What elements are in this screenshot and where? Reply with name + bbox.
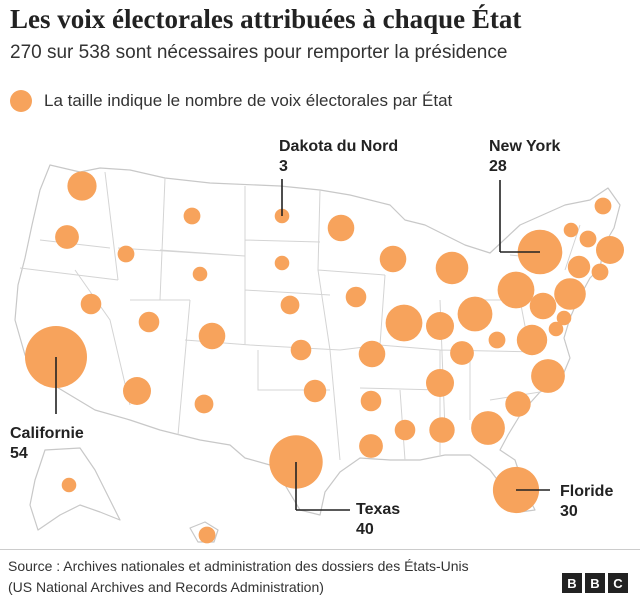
- callout-new-york-state: New York: [489, 138, 561, 155]
- bubble-maryland: [529, 292, 557, 320]
- bubble-utah: [138, 311, 160, 333]
- bubble-idaho: [117, 245, 135, 263]
- us-map: [14, 164, 624, 544]
- bubble-tennessee: [426, 369, 454, 397]
- source-line-1: Source : Archives nationales et administ…: [8, 558, 469, 574]
- callout-new-york: New York 28: [489, 137, 560, 177]
- callout-texas-votes: 40: [356, 521, 374, 538]
- bubble-ohio: [457, 296, 493, 332]
- callout-florida-votes: 30: [560, 503, 578, 520]
- bubble-pennsylvania: [497, 271, 535, 309]
- callout-california: Californie 54: [10, 424, 84, 464]
- bubble-hawaii: [198, 526, 216, 544]
- bubble-arkansas: [360, 390, 382, 412]
- bubble-connecticut: [567, 255, 591, 279]
- callout-north-dakota: Dakota du Nord 3: [279, 137, 398, 177]
- bubble-west-virginia: [488, 331, 506, 349]
- bbc-logo-letter: B: [585, 573, 605, 593]
- bubble-south-carolina: [505, 391, 531, 417]
- source-note: Source : Archives nationales et administ…: [8, 556, 469, 598]
- bubble-wisconsin: [379, 245, 407, 273]
- bubble-new-hampshire: [579, 230, 597, 248]
- bubble-wyoming: [192, 266, 208, 282]
- bubble-rhode-island: [591, 263, 609, 281]
- footer-divider: [0, 549, 640, 550]
- bubble-washington: [67, 171, 97, 201]
- bbc-logo: B B C: [562, 573, 628, 593]
- bubble-new-mexico: [194, 394, 214, 414]
- mainland-outline: [14, 164, 621, 516]
- bubble-oregon: [55, 225, 79, 249]
- source-line-2: (US National Archives and Records Admini…: [8, 579, 324, 595]
- callout-leaders: [55, 179, 550, 511]
- bubble-georgia: [471, 411, 505, 445]
- legend-text: La taille indique le nombre de voix élec…: [44, 91, 453, 110]
- bubble-maine: [594, 197, 612, 215]
- legend-bubble-icon: [10, 90, 32, 112]
- bubble-colorado: [198, 322, 226, 350]
- bubble-arizona: [123, 377, 151, 405]
- bubble-minnesota: [327, 214, 355, 242]
- callout-north-dakota-state: Dakota du Nord: [279, 138, 399, 155]
- bubble-louisiana: [359, 434, 383, 458]
- bubble-north-carolina: [531, 359, 565, 393]
- callout-texas-state: Texas: [356, 501, 401, 518]
- bubble-delaware: [548, 321, 564, 337]
- bubble-massachusetts: [596, 236, 624, 264]
- bubble-kansas: [290, 339, 312, 361]
- chart-title: Les voix électorales attribuées à chaque…: [10, 4, 522, 34]
- bubble-vermont: [563, 222, 579, 238]
- callout-florida: Floride 30: [560, 482, 613, 522]
- callout-new-york-votes: 28: [489, 158, 507, 175]
- bubble-indiana: [426, 312, 454, 340]
- bubble-illinois: [385, 304, 423, 342]
- bubble-alabama: [429, 417, 455, 443]
- bubble-alaska: [61, 477, 77, 493]
- legend: La taille indique le nombre de voix élec…: [10, 90, 452, 112]
- bubble-missouri: [358, 340, 386, 368]
- bubble-nevada: [80, 293, 102, 315]
- bubble-new-jersey: [554, 278, 586, 310]
- bubble-michigan: [435, 251, 469, 285]
- bbc-logo-letter: C: [608, 573, 628, 593]
- bubble-oklahoma: [303, 379, 327, 403]
- bbc-logo-letter: B: [562, 573, 582, 593]
- callout-florida-state: Floride: [560, 483, 614, 500]
- callout-california-state: Californie: [10, 425, 84, 442]
- bubble-south-dakota: [274, 255, 290, 271]
- bubble-montana: [183, 207, 201, 225]
- bubble-nebraska: [280, 295, 300, 315]
- bubble-district-of-columbia: [556, 310, 572, 326]
- callout-texas: Texas 40: [356, 500, 400, 540]
- bubble-mississippi: [394, 419, 416, 441]
- callout-california-votes: 54: [10, 445, 28, 462]
- bubble-iowa: [345, 286, 367, 308]
- chart-subtitle: 270 sur 538 sont nécessaires pour rempor…: [10, 42, 508, 63]
- callout-north-dakota-votes: 3: [279, 158, 288, 175]
- bubble-virginia: [516, 324, 548, 356]
- bubble-kentucky: [450, 341, 474, 365]
